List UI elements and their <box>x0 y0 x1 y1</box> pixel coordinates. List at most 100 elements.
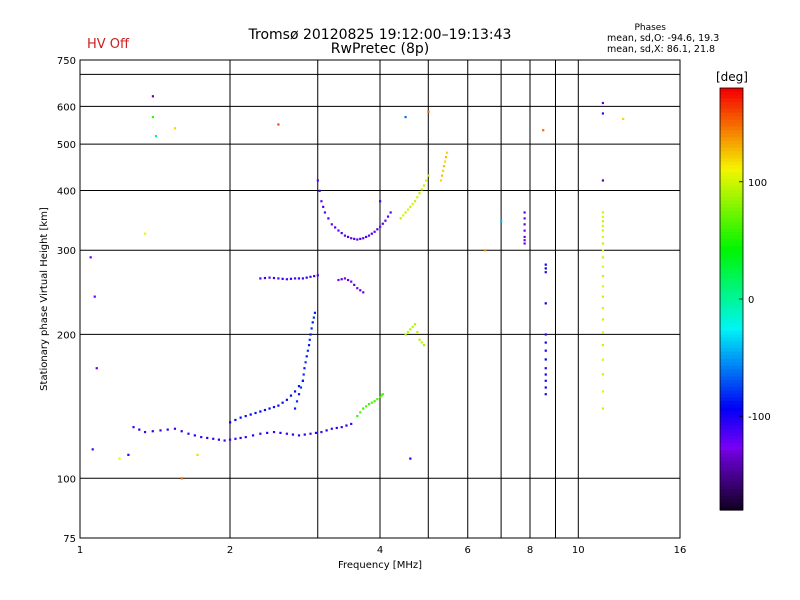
colorbar-segment <box>720 330 743 335</box>
colorbar-segment <box>720 186 743 191</box>
colorbar-segment <box>720 457 743 462</box>
colorbar-segment <box>720 316 743 321</box>
data-point <box>277 123 280 126</box>
data-point <box>305 355 308 358</box>
data-point <box>293 277 297 280</box>
data-point <box>440 174 444 177</box>
data-point <box>325 429 328 432</box>
data-point <box>143 430 147 434</box>
data-point <box>544 302 547 305</box>
colorbar-segment <box>720 460 743 465</box>
colorbar-segment <box>720 161 743 166</box>
data-point <box>365 405 368 408</box>
data-point <box>154 135 158 138</box>
data-point <box>601 224 605 228</box>
data-point <box>422 184 426 187</box>
data-point <box>425 179 428 182</box>
colorbar-tick-label: 100 <box>748 178 767 189</box>
data-point <box>316 274 319 277</box>
colorbar-segment <box>720 365 743 370</box>
data-point <box>484 249 487 252</box>
data-point <box>307 344 311 347</box>
data-point <box>384 219 387 222</box>
data-point <box>303 367 306 370</box>
phase-stats-header: Phases <box>634 23 666 33</box>
colorbar-segment <box>720 270 743 275</box>
data-point <box>187 432 190 435</box>
colorbar-segment <box>720 422 743 427</box>
colorbar-segment <box>720 313 743 318</box>
colorbar-segment <box>720 133 743 138</box>
data-point <box>523 211 526 214</box>
data-point <box>601 265 605 268</box>
data-point <box>601 306 605 310</box>
data-point <box>293 407 297 410</box>
data-point <box>444 156 448 159</box>
chart-subtitle: RwPretec (8p) <box>330 41 430 57</box>
data-point <box>259 432 262 435</box>
colorbar-segment <box>720 474 743 479</box>
data-point <box>370 232 373 235</box>
colorbar-segment <box>720 337 743 342</box>
data-point <box>304 361 307 364</box>
colorbar-tick-label: -100 <box>748 412 771 423</box>
data-point <box>362 237 365 240</box>
colorbar-segment <box>720 204 743 209</box>
colorbar-segment <box>720 488 743 494</box>
data-point <box>441 169 445 172</box>
data-point <box>151 115 155 119</box>
data-point <box>285 278 288 281</box>
data-point <box>379 200 382 203</box>
colorbar-segment <box>720 249 743 254</box>
data-point <box>601 220 605 223</box>
data-point <box>259 410 262 413</box>
data-point <box>212 437 215 440</box>
colorbar-segment <box>720 450 743 455</box>
data-point <box>335 426 338 430</box>
colorbar-segment <box>720 253 743 258</box>
data-point <box>268 276 271 279</box>
data-point <box>376 398 379 401</box>
data-point <box>313 274 316 278</box>
data-point <box>601 358 605 361</box>
data-point <box>310 327 313 330</box>
colorbar-segment <box>720 446 743 451</box>
data-point <box>306 349 309 352</box>
data-point <box>381 222 384 225</box>
data-point <box>402 214 405 217</box>
data-point <box>244 414 247 418</box>
data-point <box>409 328 412 331</box>
data-point <box>132 426 135 429</box>
data-point <box>367 403 371 406</box>
data-point <box>544 349 547 352</box>
data-point <box>289 394 293 397</box>
data-point <box>272 276 276 280</box>
data-point <box>500 220 503 223</box>
colorbar-segment <box>720 386 743 392</box>
data-point <box>409 205 412 208</box>
data-point <box>138 428 141 431</box>
colorbar-segment <box>720 415 743 420</box>
y-tick-label: 500 <box>57 140 76 151</box>
data-point <box>305 276 308 279</box>
data-point <box>601 242 605 245</box>
data-point <box>297 385 301 388</box>
colorbar-segment <box>720 165 743 170</box>
data-point <box>404 115 407 119</box>
data-point <box>404 211 407 214</box>
data-point <box>622 117 625 121</box>
y-tick-label: 600 <box>57 102 76 113</box>
data-point <box>406 330 410 334</box>
data-point <box>601 249 605 252</box>
data-point <box>418 192 421 195</box>
data-point <box>297 277 301 280</box>
data-point <box>356 238 359 241</box>
data-point <box>365 235 368 239</box>
data-point <box>244 435 247 439</box>
data-point <box>301 379 305 382</box>
colorbar-segment <box>720 225 743 230</box>
data-point <box>376 228 379 231</box>
data-point <box>277 277 280 280</box>
data-point <box>601 215 605 218</box>
data-point <box>523 239 526 242</box>
